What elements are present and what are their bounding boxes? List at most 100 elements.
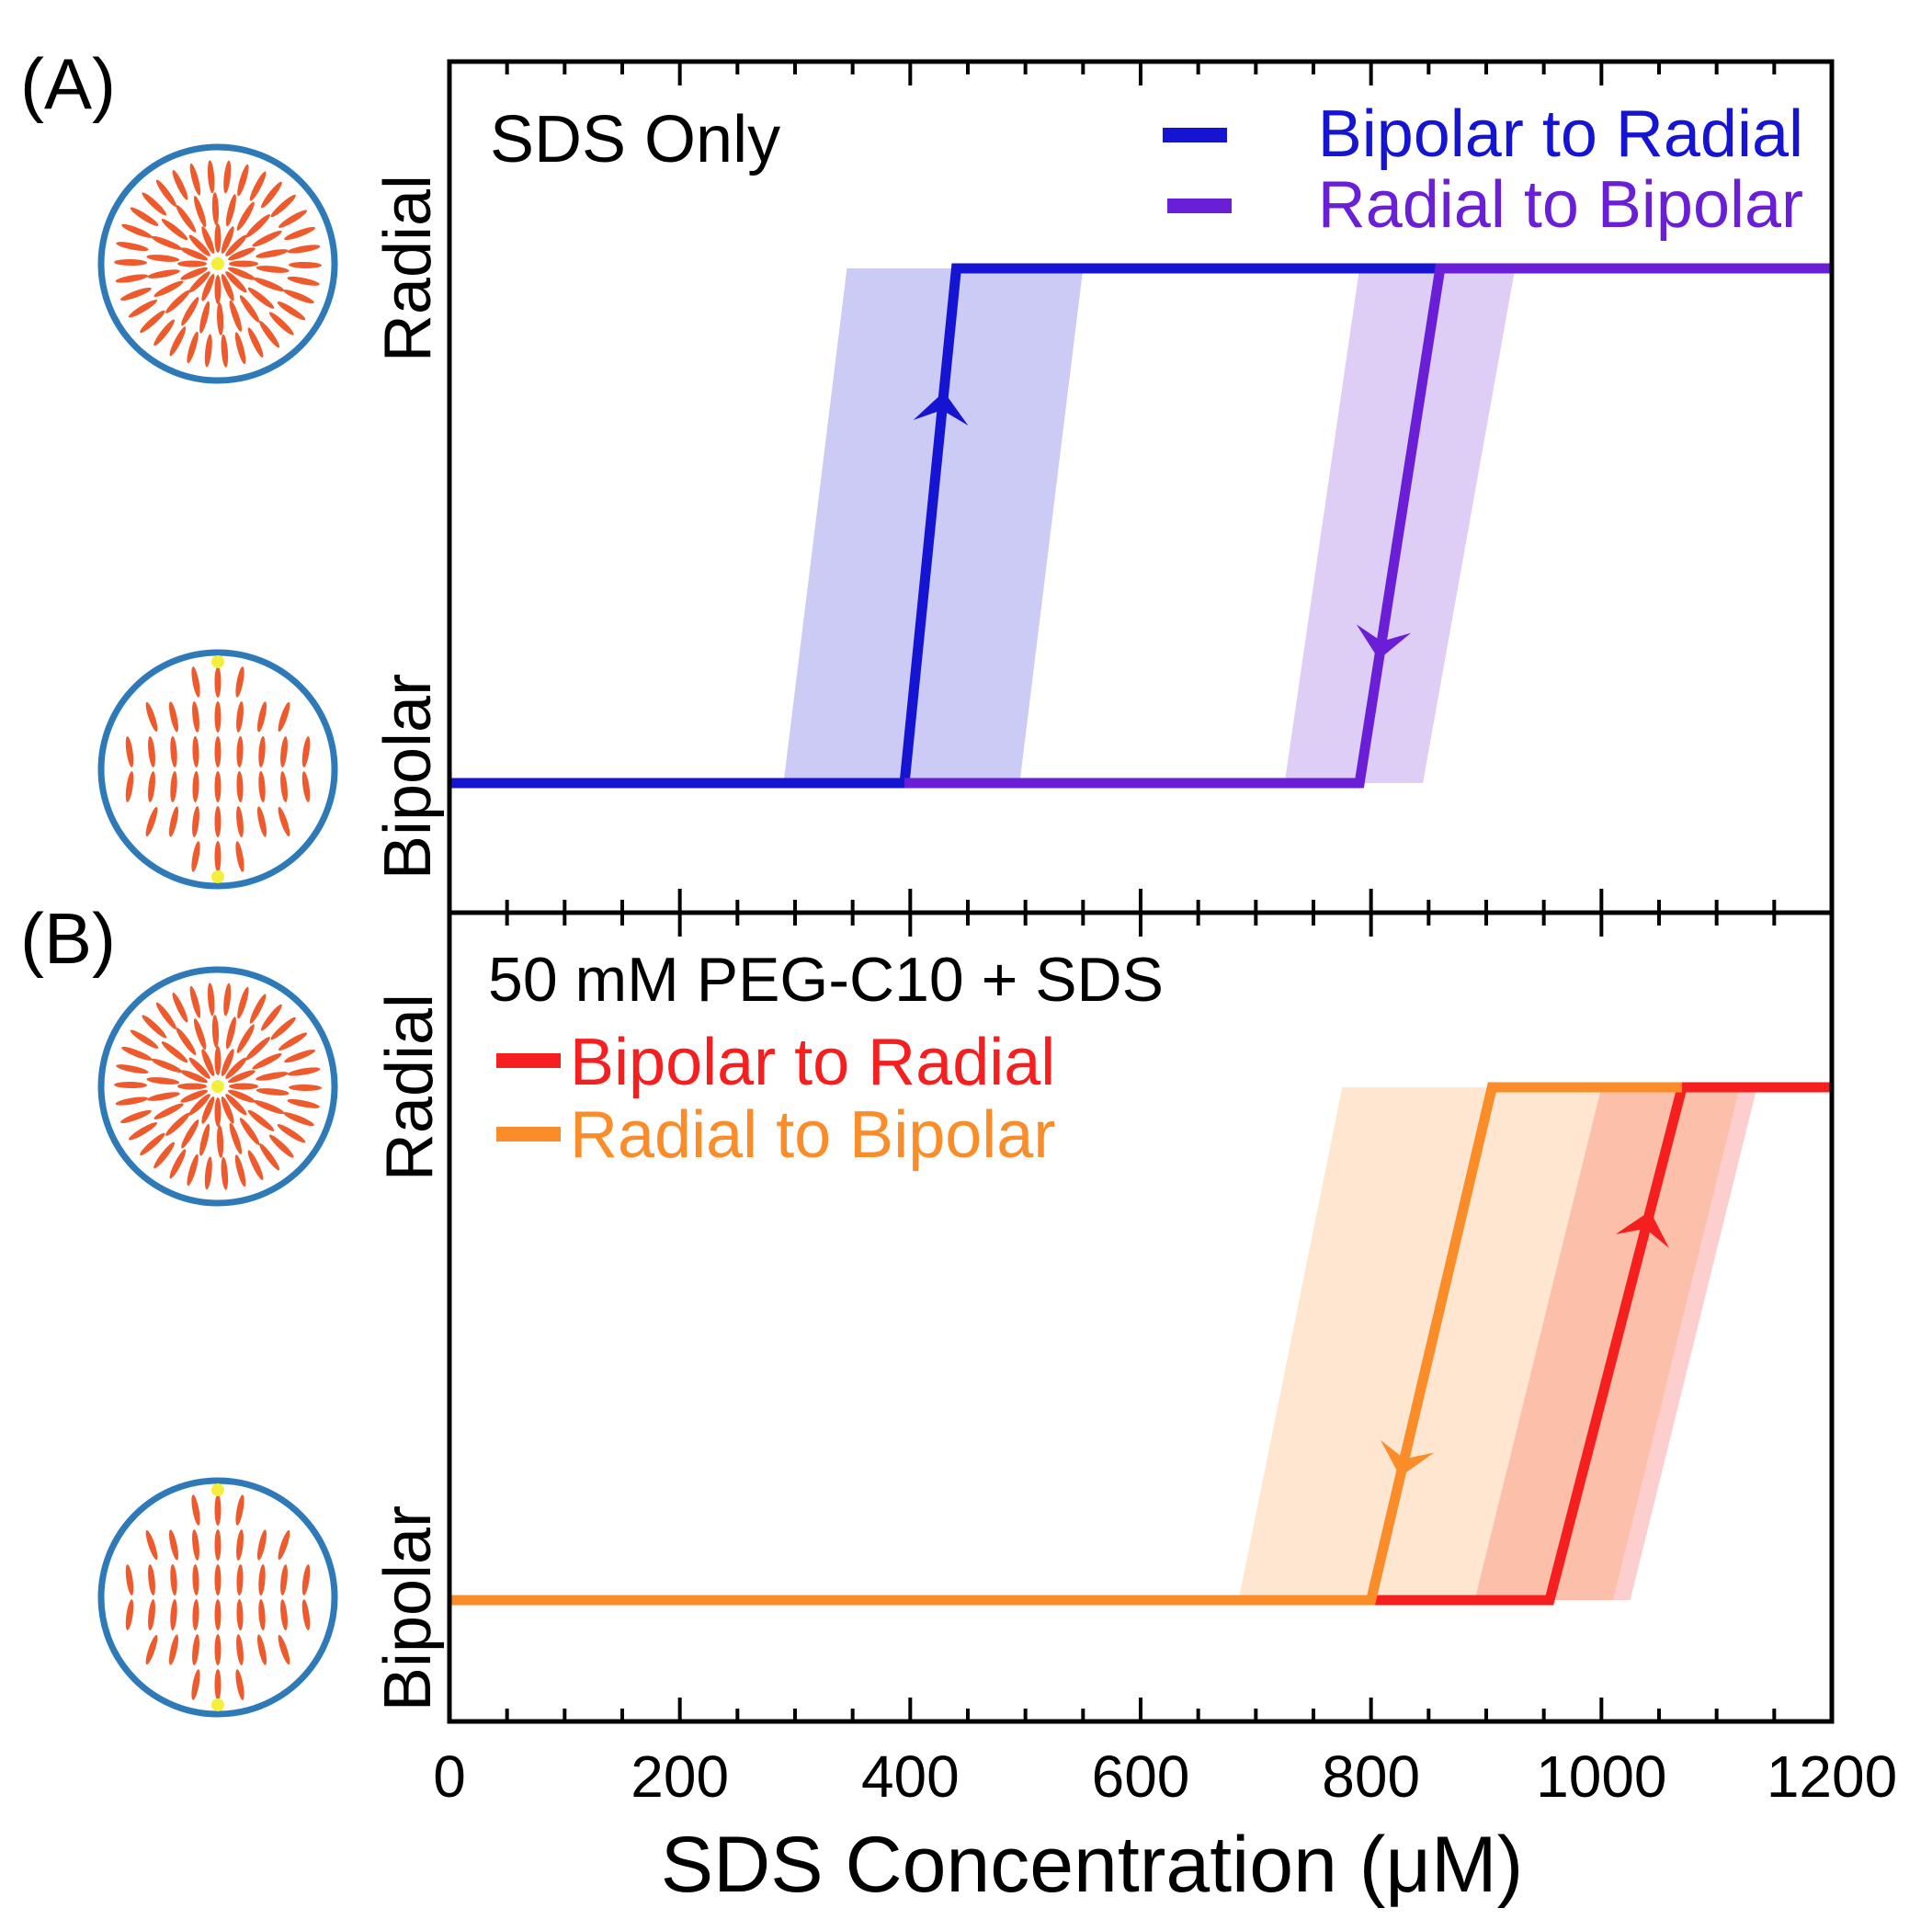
lc-molecule: [155, 179, 176, 208]
lc-molecule: [188, 1057, 210, 1079]
lc-molecule: [280, 736, 288, 767]
legend-b-swatch-orange: [496, 1127, 561, 1142]
lc-molecule: [146, 1077, 180, 1085]
lc-molecule: [188, 271, 210, 293]
lc-molecule: [148, 736, 155, 767]
panel-a-label: (A): [20, 43, 116, 124]
lc-molecule: [204, 1156, 212, 1190]
panel-b-line-radial-to-bipolar: [449, 1082, 1683, 1606]
lc-molecule: [249, 994, 267, 1024]
legend-a-swatch-purple: [1167, 199, 1232, 213]
lc-molecule: [301, 736, 311, 767]
lc-molecule: [125, 736, 134, 767]
lc-molecule: [140, 310, 165, 334]
x-tick-label: 800: [1322, 1744, 1420, 1810]
lc-molecule: [119, 1109, 152, 1124]
panel-b-arrow-0: [1615, 1210, 1669, 1248]
lc-molecule: [192, 771, 199, 802]
lc-molecule: [214, 736, 222, 767]
lc-molecule: [130, 1029, 159, 1049]
lc-molecule: [181, 1119, 199, 1149]
lc-molecule: [177, 1083, 207, 1090]
lc-molecule: [214, 666, 222, 698]
lc-molecule: [187, 331, 199, 364]
lc-molecule: [128, 300, 158, 318]
lc-molecule: [168, 806, 179, 837]
lc-molecule: [176, 1028, 197, 1055]
lc-molecule: [145, 1529, 158, 1561]
panel-a-annotation: SDS Only: [490, 103, 780, 176]
x-tick-label: 0: [433, 1744, 466, 1810]
lc-molecule: [235, 666, 244, 698]
panel-b-annotation: 50 mM PEG-C10 + SDS: [488, 945, 1164, 1015]
defect-point: [211, 870, 224, 883]
x-tick-label: 1200: [1767, 1744, 1897, 1810]
panel-b-y-label-bipolar: Bipolar: [371, 1505, 445, 1711]
lc-molecule: [147, 1092, 180, 1101]
lc-molecule: [145, 701, 158, 733]
radial-droplet-icon: [97, 143, 338, 384]
lc-molecule: [260, 181, 282, 209]
lc-molecule: [201, 1096, 215, 1124]
lc-molecule: [199, 301, 210, 334]
direction-arrows: [913, 392, 1669, 1477]
lc-molecule: [214, 1669, 222, 1700]
panel-a-arrow-1: [1356, 624, 1412, 660]
lc-molecule: [236, 201, 255, 231]
lc-molecule: [192, 1564, 199, 1596]
lc-molecule: [229, 300, 243, 332]
lc-molecule: [214, 1494, 222, 1526]
lc-molecule: [253, 1100, 285, 1115]
lc-molecule: [249, 171, 267, 201]
lc-molecule: [228, 247, 256, 261]
lc-molecule: [235, 1669, 244, 1700]
lc-molecule: [214, 1564, 222, 1596]
lc-molecule: [214, 275, 222, 304]
x-tick-label: 200: [631, 1744, 729, 1810]
lc-molecule: [301, 771, 311, 802]
lc-molecule: [169, 326, 187, 357]
lc-molecule: [239, 1118, 260, 1145]
lc-molecule: [278, 1032, 308, 1051]
lc-molecule: [237, 986, 249, 1019]
lc-molecule: [125, 771, 134, 802]
lc-molecule: [277, 1124, 306, 1143]
lc-molecule: [147, 269, 180, 278]
x-tick-label: 600: [1092, 1744, 1190, 1810]
radial-droplet-icon: [97, 966, 338, 1207]
lc-molecule: [214, 1529, 222, 1561]
legend-b: Bipolar to Radial Radial to Bipolar: [496, 1026, 1055, 1172]
lc-molecule: [125, 1599, 134, 1630]
lc-molecule: [181, 297, 199, 326]
lc-molecule: [172, 993, 188, 1023]
panel-b-band-1: [1238, 1087, 1740, 1600]
lc-molecule: [165, 290, 190, 313]
droplet-boundary: [97, 1477, 338, 1718]
lc-molecule: [148, 771, 155, 802]
lc-molecule: [148, 1599, 155, 1630]
lc-molecule: [288, 1084, 322, 1091]
lc-molecule: [151, 235, 183, 250]
lc-molecule: [188, 234, 210, 256]
lc-molecule: [229, 260, 258, 267]
lc-molecule: [145, 806, 158, 837]
lc-molecule: [116, 1064, 149, 1074]
legend-b-label-orange: Radial to Bipolar: [570, 1098, 1055, 1172]
lc-molecule: [225, 234, 247, 256]
axis-ticks: [448, 62, 1834, 1721]
lc-molecule: [228, 1070, 256, 1084]
lc-molecule: [191, 1669, 200, 1700]
lc-molecule: [114, 1082, 148, 1089]
lc-molecule: [214, 1097, 222, 1127]
lc-molecule: [153, 319, 176, 346]
lc-molecule: [180, 1070, 208, 1084]
lc-molecule: [280, 1564, 288, 1596]
lc-molecule: [284, 1049, 316, 1063]
lc-molecule: [287, 244, 321, 254]
panel-b-arrow-1: [1380, 1439, 1435, 1477]
panel-a-line-radial-to-bipolar: [904, 263, 1832, 789]
lc-molecule: [278, 210, 308, 228]
lc-molecule: [125, 1564, 134, 1596]
legend-a-label-blue: Bipolar to Radial: [1318, 97, 1803, 171]
lc-molecule: [145, 1634, 158, 1665]
